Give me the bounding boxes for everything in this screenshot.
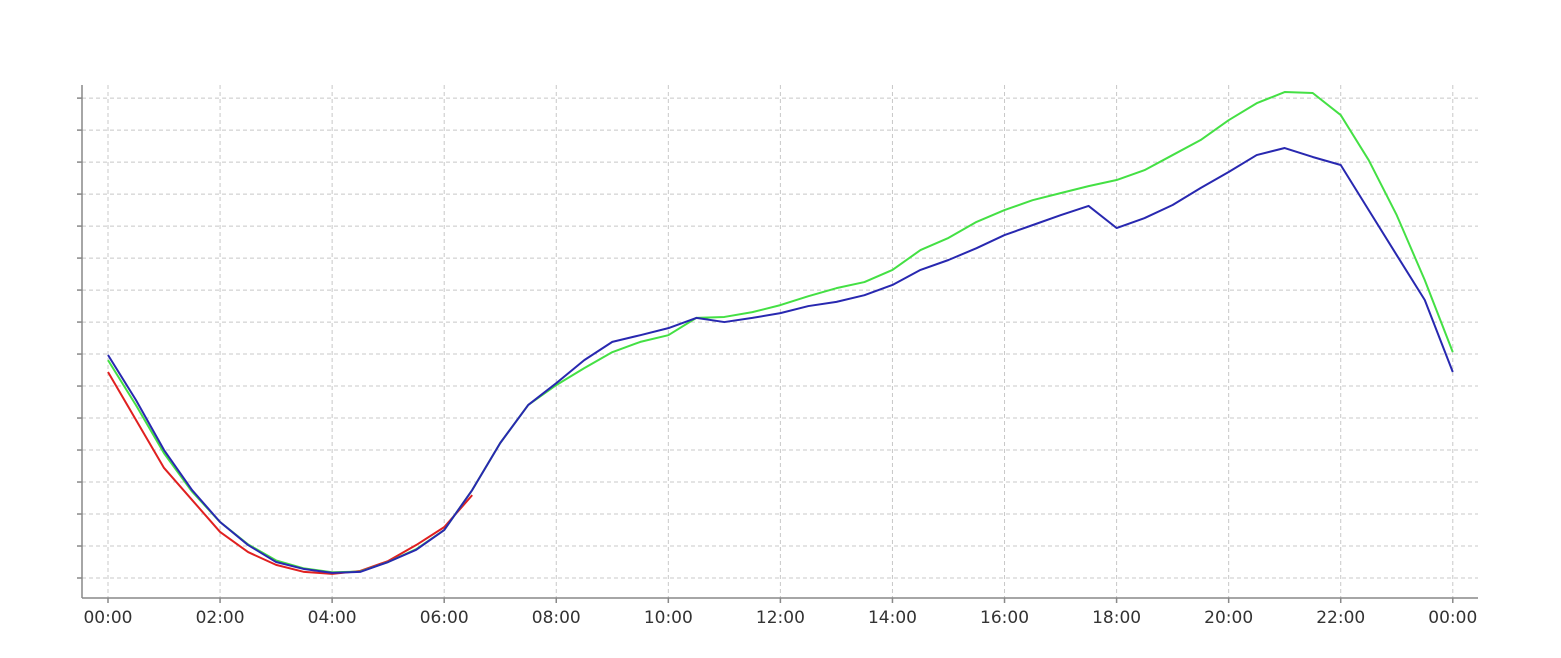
x-tick-label: 06:00 [420,608,469,628]
x-tick-label: 04:00 [308,608,357,628]
x-tick-label: 10:00 [644,608,693,628]
x-tick-label: 20:00 [1204,608,1253,628]
x-tick-label: 02:00 [196,608,245,628]
series-line [107,147,1454,574]
x-tick-label: 12:00 [756,608,805,628]
x-tick-label: 14:00 [868,608,917,628]
x-tick-label: 00:00 [1428,608,1477,628]
x-tick-label: 08:00 [532,608,581,628]
series-line [107,371,473,575]
x-tick-label: 00:00 [83,608,132,628]
x-tick-label: 16:00 [980,608,1029,628]
x-tick-label: 18:00 [1092,608,1141,628]
x-tick-label: 22:00 [1316,608,1365,628]
